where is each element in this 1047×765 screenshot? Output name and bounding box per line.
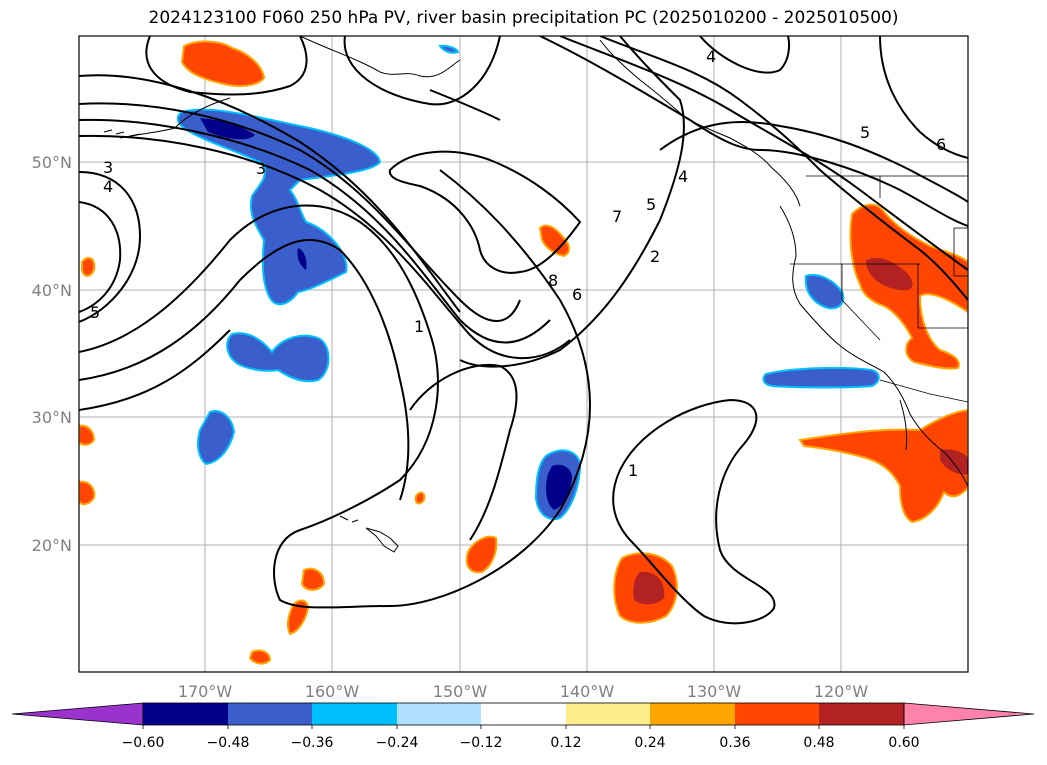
precip-area — [866, 257, 913, 291]
precip-area — [176, 108, 382, 306]
colorbar-label: −0.12 — [460, 735, 503, 751]
colorbar-label: 0.24 — [634, 735, 665, 751]
precip-area — [248, 649, 272, 665]
contour-label: 5 — [90, 303, 100, 322]
lat-label: 40°N — [32, 281, 72, 300]
colorbar-label: 0.60 — [888, 735, 919, 751]
precip-area — [79, 480, 96, 506]
positive-precip-areas — [79, 40, 968, 665]
contour-label: 1 — [414, 317, 424, 336]
contour-label: 4 — [706, 47, 716, 66]
colorbar-swatch — [481, 703, 566, 725]
colorbar-label: −0.48 — [207, 735, 250, 751]
contour-label: 3 — [103, 158, 113, 177]
precip-area — [226, 332, 330, 383]
precip-area — [197, 410, 236, 466]
lat-label: 30°N — [32, 408, 72, 427]
precip-area — [414, 491, 426, 505]
latitude-labels: 50°N 40°N 30°N 20°N — [32, 153, 72, 555]
negative-precip-areas — [176, 44, 880, 520]
colorbar-label: −0.60 — [122, 735, 165, 751]
pv-contours — [79, 36, 968, 625]
colorbar-label: −0.36 — [291, 735, 334, 751]
lon-label: 140°W — [560, 682, 615, 701]
colorbar-outline — [142, 702, 905, 726]
precip-area — [286, 599, 310, 636]
colorbar-swatch — [735, 703, 819, 725]
colorbar-swatch — [228, 703, 312, 725]
contour-label: 3 — [256, 159, 266, 178]
colorbar-swatch — [819, 703, 904, 725]
precip-area — [762, 366, 880, 389]
precip-area — [180, 40, 266, 87]
colorbar-label: 0.48 — [803, 735, 834, 751]
colorbar-swatch — [650, 703, 735, 725]
map-area: 3 4 3 5 1 8 6 7 5 4 2 1 5 6 4 — [79, 36, 968, 672]
colorbar-swatch — [397, 703, 481, 725]
lon-label: 160°W — [305, 682, 360, 701]
lon-label: 130°W — [687, 682, 742, 701]
colorbar-swatch — [312, 703, 397, 725]
longitude-labels: 170°W 160°W 150°W 140°W 130°W 120°W — [178, 682, 869, 701]
precip-area — [465, 535, 498, 574]
precip-area — [804, 274, 845, 310]
contour-label: 7 — [612, 207, 622, 226]
contour-label: 5 — [860, 123, 870, 142]
contour-labels: 3 4 3 5 1 8 6 7 5 4 2 1 5 6 4 — [90, 47, 946, 480]
precip-area — [798, 408, 968, 524]
colorbar-label: 0.12 — [550, 735, 581, 751]
colorbar-label: 0.36 — [719, 735, 750, 751]
precip-area — [297, 248, 307, 270]
contour-label: 4 — [678, 167, 688, 186]
contour-label: 8 — [548, 271, 558, 290]
colorbar: −0.60 −0.48 −0.36 −0.24 −0.12 0.12 0.24 … — [11, 702, 1035, 751]
contour-label: 6 — [572, 285, 582, 304]
precip-area — [81, 256, 96, 277]
lon-label: 150°W — [433, 682, 488, 701]
political-borders — [790, 175, 968, 403]
lon-label: 170°W — [178, 682, 233, 701]
colorbar-extend-left — [11, 702, 144, 726]
colorbar-extend-right — [903, 702, 1035, 726]
map-title: 2024123100 F060 250 hPa PV, river basin … — [148, 8, 899, 28]
contour-label: 6 — [936, 135, 946, 154]
precip-area — [200, 118, 255, 140]
colorbar-swatch — [566, 703, 650, 725]
precip-area — [300, 567, 326, 591]
coastlines — [103, 36, 968, 553]
colorbar-swatch — [143, 703, 228, 725]
precip-area — [633, 571, 665, 605]
contour-label: 4 — [103, 177, 113, 196]
lat-label: 50°N — [32, 153, 72, 172]
precip-area — [79, 424, 96, 446]
lat-label: 20°N — [32, 536, 72, 555]
contour-label: 1 — [628, 461, 638, 480]
precip-area — [538, 224, 570, 258]
lon-label: 120°W — [814, 682, 869, 701]
colorbar-label: −0.24 — [376, 735, 419, 751]
contour-label: 5 — [646, 195, 656, 214]
contour-label: 2 — [650, 247, 660, 266]
map-frame — [78, 35, 969, 673]
precip-area — [438, 44, 460, 54]
